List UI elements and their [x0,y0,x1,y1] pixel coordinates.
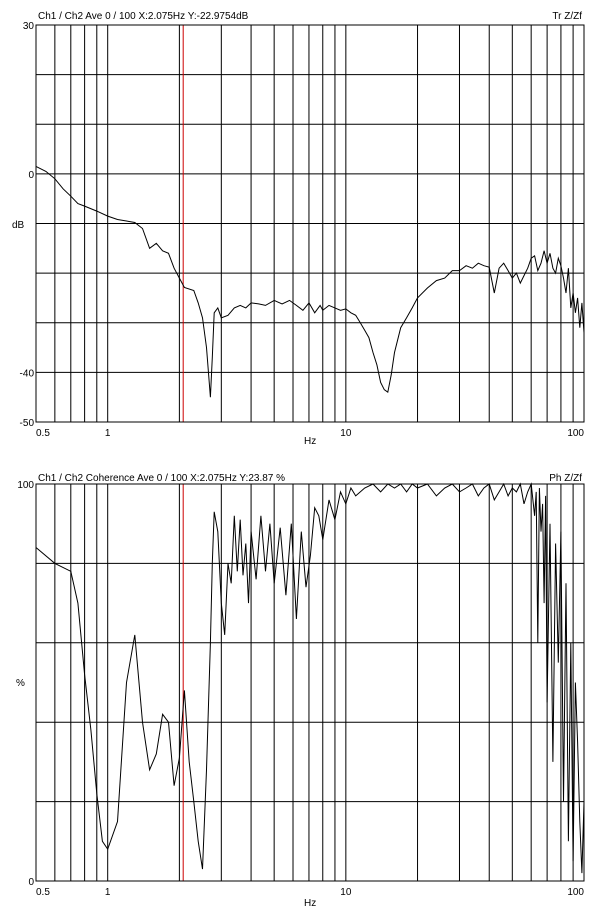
x-tick-label: 10 [340,428,352,439]
chart1-y-axis-label: dB [12,220,25,231]
x-tick-label: 1 [105,428,111,439]
y-tick-label: 100 [17,480,34,491]
chart1-y-tick-labels: 30 0 -40 -50 [20,21,35,429]
chart2-frame [35,483,585,882]
x-tick-label: 100 [567,428,584,439]
chart2-header: Ch1 / Ch2 Coherence Ave 0 / 100 X:2.075H… [38,473,285,484]
chart2-series-line [35,482,585,874]
coherence-chart: Ch1 / Ch2 Coherence Ave 0 / 100 X:2.075H… [16,473,585,909]
chart1-series-line [35,165,585,398]
chart1-header: Ch1 / Ch2 Ave 0 / 100 X:2.075Hz Y:-22.97… [38,11,249,22]
chart1-header-right: Tr Z/Zf [552,11,582,22]
chart2-header-right: Ph Z/Zf [549,473,582,484]
x-tick-label: 1 [105,887,111,898]
x-tick-label: 0.5 [36,428,50,439]
y-tick-label: -50 [20,418,35,429]
transfer-function-chart: Ch1 / Ch2 Ave 0 / 100 X:2.075Hz Y:-22.97… [12,11,585,447]
chart2-y-tick-labels: 100 0 [17,480,34,888]
chart1-frame [35,24,585,423]
x-tick-label: 10 [340,887,352,898]
y-tick-label: 30 [23,21,35,32]
y-tick-label: 0 [28,877,34,888]
x-tick-label: 100 [567,887,584,898]
chart2-x-axis-label: Hz [304,898,316,909]
y-tick-label: -40 [20,368,35,379]
x-tick-label: 0.5 [36,887,50,898]
chart1-x-axis-label: Hz [304,436,316,447]
y-tick-label: 0 [28,170,34,181]
chart1-x-tick-labels: 0.5 1 10 100 [36,428,584,439]
chart2-x-tick-labels: 0.5 1 10 100 [36,887,584,898]
chart1-grid [36,25,584,422]
chart2-grid [36,484,584,881]
chart2-y-axis-label: % [16,678,25,689]
